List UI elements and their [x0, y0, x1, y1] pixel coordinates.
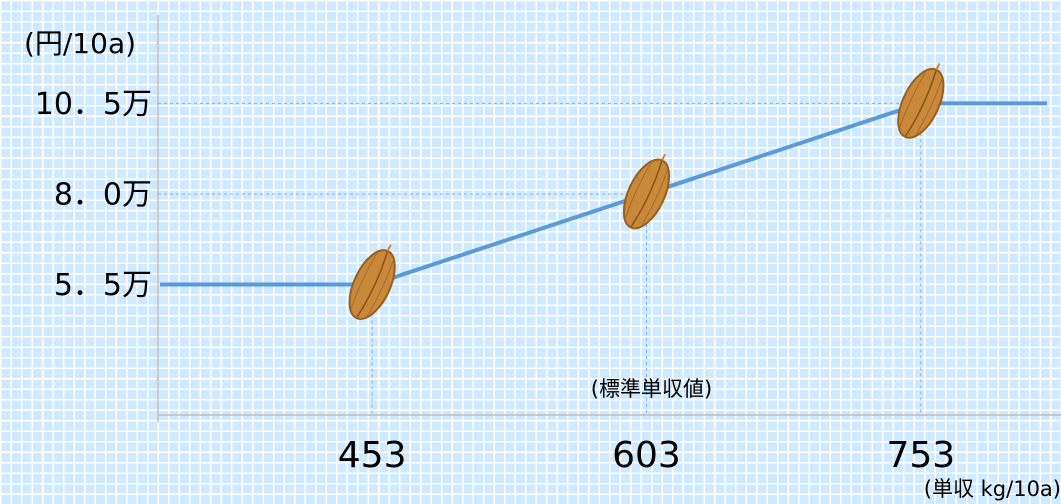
grain-tip — [935, 63, 941, 71]
grain-line — [899, 72, 943, 135]
x-tick-label: 753 — [886, 435, 955, 476]
x-tick-label: 603 — [612, 435, 681, 476]
grain-line — [350, 253, 394, 316]
grain-tip — [661, 153, 666, 161]
y-axis-label: (円/10a) — [24, 27, 136, 60]
grain-tip — [386, 244, 392, 252]
y-tick-label: 10．5万 — [35, 87, 152, 122]
grain-line — [904, 70, 937, 137]
grain-line — [625, 162, 668, 226]
annotation: (標準単収値) — [591, 377, 712, 401]
grain-line — [356, 251, 389, 318]
grain-line — [630, 161, 663, 227]
grain-marker — [622, 153, 671, 230]
x-axis-label: (単収 kg/10a) — [924, 477, 1061, 501]
grain-body — [622, 158, 671, 230]
y-tick-label: 8．0万 — [54, 177, 152, 212]
x-tick-label: 453 — [338, 435, 407, 476]
grain-marker — [897, 63, 945, 139]
y-tick-label: 5．5万 — [54, 268, 152, 303]
grain-marker — [348, 244, 396, 320]
grain-body — [348, 249, 396, 320]
